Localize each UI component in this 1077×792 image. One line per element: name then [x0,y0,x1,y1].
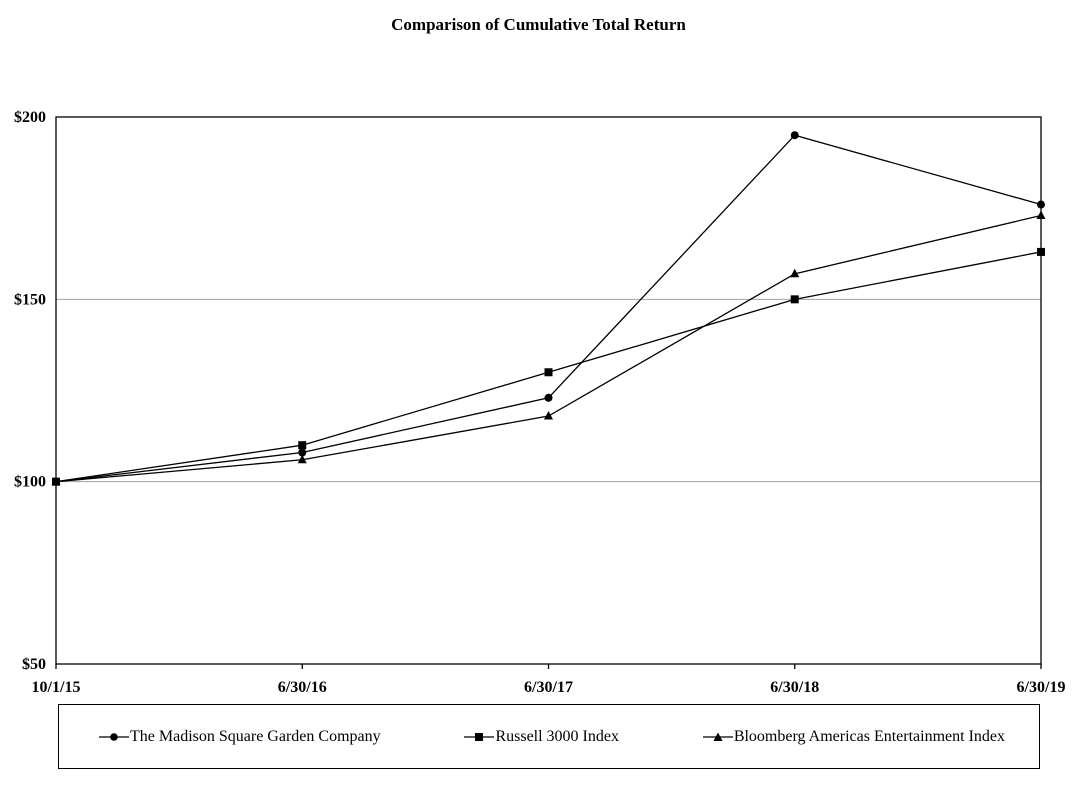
data-point [544,411,553,420]
x-tick-label: 6/30/16 [278,679,327,696]
x-tick-label: 6/30/17 [524,679,573,696]
legend-label: Bloomberg Americas Entertainment Index [733,727,1005,745]
square-marker-icon [464,732,495,741]
legend: The Madison Square Garden Company Russel… [58,704,1040,769]
data-point [1037,200,1045,209]
data-point [790,295,799,304]
x-tick-label: 6/30/19 [1017,679,1066,696]
data-point [1037,247,1045,256]
data-point [51,476,61,486]
triangle-marker-icon [702,732,733,741]
data-point [1036,210,1046,219]
circle-marker-icon [99,732,129,741]
data-point [544,393,553,402]
data-point [790,131,799,140]
series-triangle [51,210,1046,486]
data-point [298,448,307,457]
x-tick-label: 6/30/18 [770,679,819,696]
y-tick-label: $150 [14,291,46,308]
y-tick-label: $50 [22,656,46,673]
y-tick-label: $200 [14,109,46,126]
data-point [297,454,307,464]
x-tick-label: 10/1/15 [32,679,81,696]
series-line [55,134,1042,483]
legend-item-madison-square-garden: The Madison Square Garden Company [99,728,381,746]
series-circle [52,131,1045,486]
y-tick-label: $100 [14,474,46,491]
series-line [55,251,1042,483]
legend-label: The Madison Square Garden Company [130,727,381,745]
series-line [55,214,1042,483]
data-point [790,268,800,278]
plot-border [55,116,1042,665]
data-point [298,441,307,450]
series-square [52,247,1045,486]
data-point [544,368,553,377]
chart-title: Comparison of Cumulative Total Return [391,15,686,34]
legend-label: Russell 3000 Index [495,727,619,745]
legend-item-bloomberg-entertainment: Bloomberg Americas Entertainment Index [702,727,1005,746]
legend-item-russell-3000: Russell 3000 Index [464,728,619,746]
